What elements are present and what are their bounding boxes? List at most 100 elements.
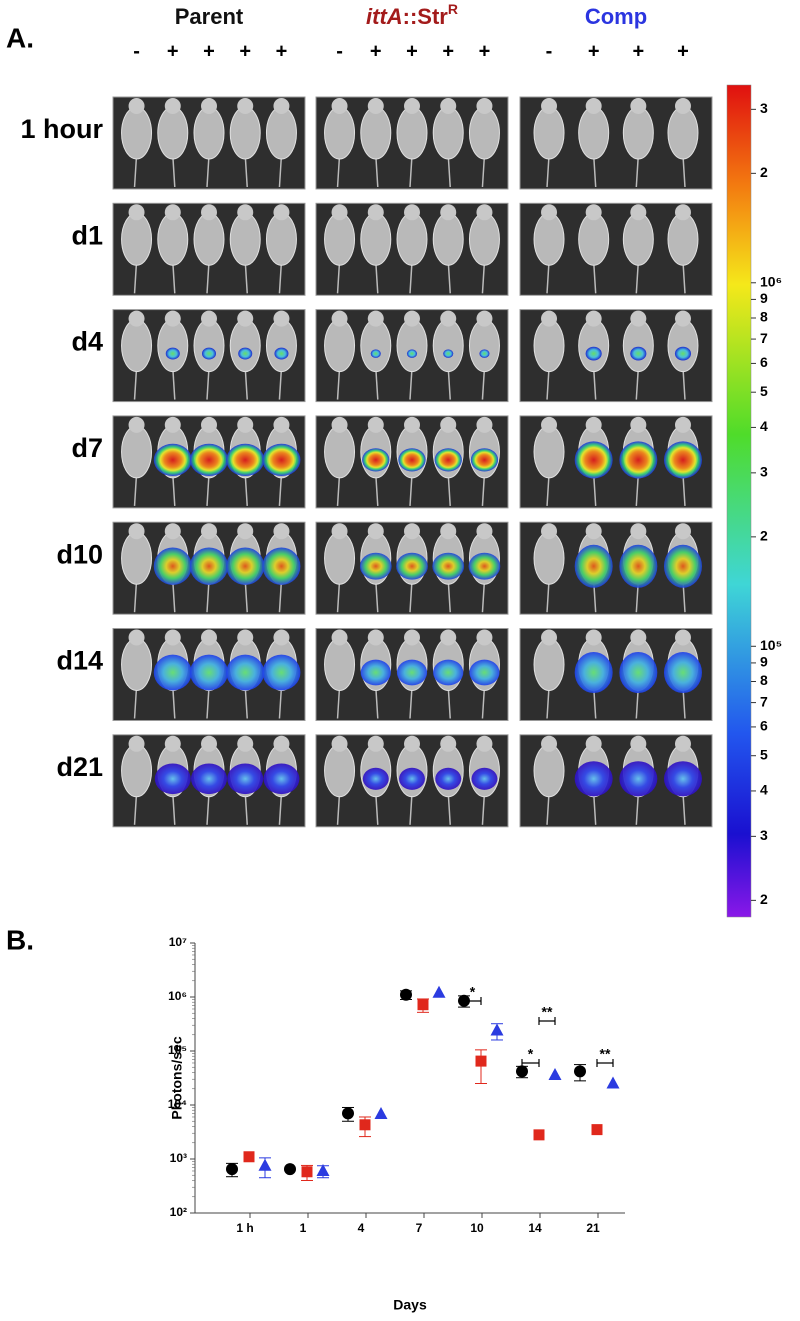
signal xyxy=(362,448,390,472)
sign-label: - xyxy=(336,40,343,62)
colorbar-label: 5 xyxy=(760,746,768,762)
mouse-head xyxy=(367,523,384,540)
mouse-body xyxy=(157,319,189,373)
mouse-body xyxy=(667,106,699,160)
signal xyxy=(262,654,301,691)
mouse-head xyxy=(367,310,384,327)
mouse-tail xyxy=(635,367,640,400)
mouse-tail xyxy=(244,792,248,825)
mouse-tail xyxy=(682,473,686,506)
mouse-body xyxy=(360,106,392,160)
mouse-head xyxy=(404,204,420,221)
signal xyxy=(443,349,454,358)
mouse-head xyxy=(630,523,647,540)
signal xyxy=(262,443,301,477)
point xyxy=(606,1076,620,1089)
mouse-head xyxy=(237,523,254,540)
colorbar-label: 4 xyxy=(760,418,768,434)
mouse-head xyxy=(476,629,493,646)
mouse-tail xyxy=(133,686,138,719)
mouse-body xyxy=(432,319,464,373)
x-tick-label: 10 xyxy=(470,1221,484,1235)
mouse-body xyxy=(265,212,297,266)
mouse-tail xyxy=(244,686,248,719)
mouse-head xyxy=(331,204,348,221)
signal xyxy=(469,659,500,686)
mouse-body xyxy=(468,212,500,266)
colorbar-label: 2 xyxy=(760,528,768,544)
mouse-head xyxy=(331,629,348,646)
mouse-tail xyxy=(682,792,686,825)
mouse-tail xyxy=(447,261,451,294)
mouse-body xyxy=(360,319,392,373)
mouse-tail xyxy=(244,367,248,400)
mouse-head xyxy=(674,523,691,540)
mouse-head xyxy=(164,416,181,433)
sign-label: + xyxy=(442,40,454,62)
sign-label: - xyxy=(133,40,140,62)
colorbar-label: 4 xyxy=(760,782,768,798)
mouse-head xyxy=(331,310,348,327)
signal xyxy=(619,761,658,797)
mouse-tail xyxy=(133,367,138,400)
mouse-tail xyxy=(133,792,138,825)
point xyxy=(374,1107,388,1120)
colorbar xyxy=(726,84,752,918)
signal xyxy=(663,651,702,694)
mouse-tail xyxy=(206,367,210,400)
signal xyxy=(574,651,613,694)
x-tick-label: 14 xyxy=(528,1221,542,1235)
colorbar-label: 6 xyxy=(760,718,768,734)
mouse-head xyxy=(585,416,602,433)
mouse-body xyxy=(121,638,153,691)
mouse-tail xyxy=(336,686,341,719)
signal xyxy=(238,347,253,360)
mouse-body xyxy=(229,106,261,160)
mouse-tail xyxy=(278,261,283,294)
mouse-body xyxy=(121,744,153,798)
mouse-head xyxy=(674,204,691,221)
y-tick-label: 10⁴ xyxy=(168,1097,187,1111)
mouse-body xyxy=(324,106,356,160)
sign-label: + xyxy=(167,40,179,62)
x-tick-label: 1 h xyxy=(236,1221,253,1235)
mouse-tail xyxy=(481,792,486,825)
point xyxy=(591,1124,603,1136)
mouse-head xyxy=(201,204,217,221)
mouse-body xyxy=(667,212,699,266)
point xyxy=(226,1163,238,1176)
colorbar-label: 6 xyxy=(760,354,768,370)
point xyxy=(284,1163,296,1176)
colorbar-label: 9 xyxy=(760,654,768,670)
point xyxy=(316,1163,330,1176)
mouse-head xyxy=(630,735,647,752)
sign-label: - xyxy=(546,40,553,62)
row-label: d7 xyxy=(71,433,103,463)
mouse-body xyxy=(533,212,565,266)
mouse-body xyxy=(265,319,297,373)
mouse-head xyxy=(404,523,420,540)
mouse-tail xyxy=(546,580,550,613)
colorbar-label: 3 xyxy=(760,464,768,480)
point xyxy=(400,988,412,1001)
signal xyxy=(359,552,392,580)
mouse-body xyxy=(265,106,297,160)
signal xyxy=(226,547,265,585)
mouse-tail xyxy=(172,686,176,719)
significance-bracket xyxy=(521,1059,540,1067)
mouse-tail xyxy=(206,686,210,719)
mouse-body xyxy=(468,106,500,160)
colorbar-label: 3 xyxy=(760,100,768,116)
point xyxy=(243,1151,255,1163)
mouse-head xyxy=(541,204,558,221)
mouse-body xyxy=(324,425,356,479)
signal xyxy=(585,346,602,361)
mouse-head xyxy=(331,416,348,433)
point xyxy=(516,1065,528,1078)
mouse-head xyxy=(201,629,217,646)
mouse-body xyxy=(396,212,428,266)
x-tick-label: 21 xyxy=(586,1221,600,1235)
header-part: Parent xyxy=(175,4,244,29)
mouse-head xyxy=(440,523,457,540)
mouse-tail xyxy=(682,367,686,400)
